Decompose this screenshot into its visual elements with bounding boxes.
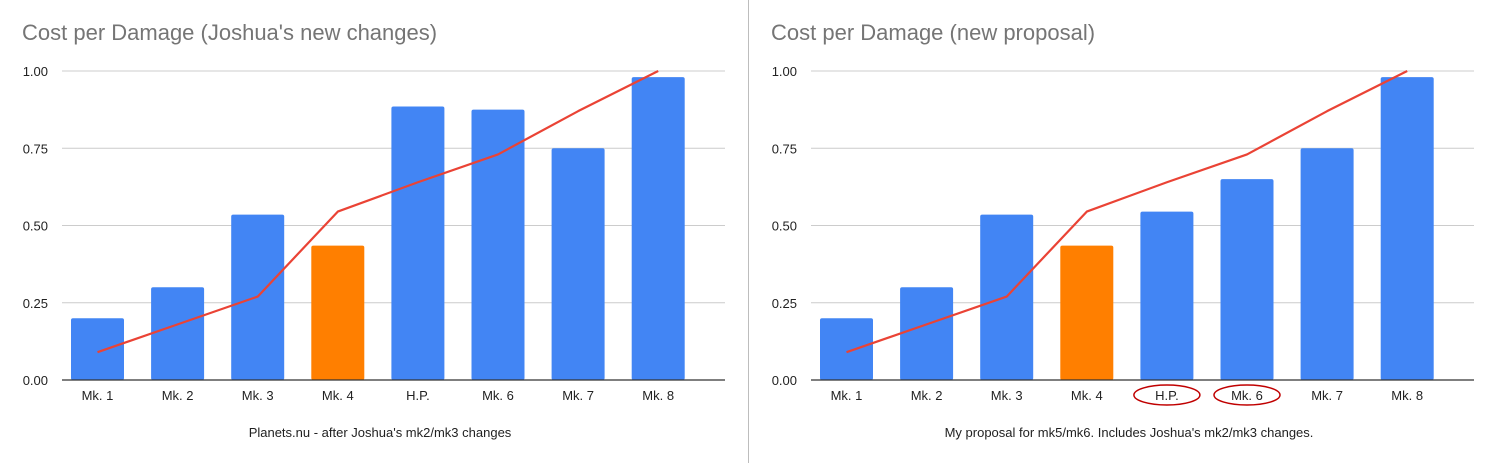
y-tick-label: 0.25 <box>23 296 48 311</box>
bar <box>151 287 205 380</box>
bar <box>900 287 954 380</box>
panel-divider <box>748 0 749 463</box>
y-tick-label: 0.50 <box>23 219 48 234</box>
bar <box>551 148 605 380</box>
bar <box>1380 77 1434 381</box>
line-series <box>846 70 1408 354</box>
chart-plot-left: 0.00 0.25 0.50 0.75 1.00 Mk. 1 Mk. 2 Mk. 3 Mk. 4… <box>23 64 725 403</box>
x-tick-label: H.P. <box>406 388 430 403</box>
x-tick-label: Mk. 2 <box>911 388 943 403</box>
y-tick-label: 0.25 <box>772 296 797 311</box>
x-tick-label: Mk. 6 <box>482 388 514 403</box>
bar <box>1300 148 1354 380</box>
y-tick-label: 0.50 <box>772 219 797 234</box>
x-tick-label: Mk. 7 <box>1311 388 1343 403</box>
chart-title: Cost per Damage (Joshua's new changes) <box>22 20 438 45</box>
chart-title: Cost per Damage (new proposal) <box>771 20 1096 45</box>
bar <box>820 318 873 380</box>
x-tick-label: Mk. 2 <box>162 388 194 403</box>
bar <box>391 106 445 380</box>
y-tick-label: 0.75 <box>23 141 48 156</box>
y-tick-label: 0.00 <box>772 373 797 388</box>
bar <box>311 245 365 380</box>
x-tick-label: Mk. 1 <box>831 388 863 403</box>
bar <box>631 77 685 381</box>
chart-panel-right: Cost per Damage (new proposal) 0.00 0.25 0… <box>749 0 1497 463</box>
x-tick-label: Mk. 4 <box>1071 388 1103 403</box>
x-tick-label: Mk. 3 <box>242 388 274 403</box>
x-tick-label: Mk. 4 <box>322 388 354 403</box>
x-tick-label: Mk. 6 <box>1231 388 1263 403</box>
bar <box>471 109 525 380</box>
chart-plot-right: 0.00 0.25 0.50 0.75 1.00 Mk. 1 Mk. 2 Mk. 3 Mk. 4… <box>772 64 1474 406</box>
bar <box>1060 245 1114 380</box>
chart-xaxis-caption: Planets.nu - after Joshua's mk2/mk3 chan… <box>248 425 512 440</box>
x-tick-label: Mk. 1 <box>82 388 114 403</box>
x-tick-label: Mk. 7 <box>562 388 594 403</box>
x-tick-label: H.P. <box>1155 388 1179 403</box>
y-tick-label: 0.00 <box>23 373 48 388</box>
highlight-circle <box>1213 384 1281 406</box>
chart-xaxis-caption: My proposal for mk5/mk6. Includes Joshua… <box>944 425 1314 440</box>
y-tick-label: 0.75 <box>772 141 797 156</box>
chart-panel-left: Cost per Damage (Joshua's new changes) 0… <box>0 0 748 463</box>
line-series <box>97 70 659 354</box>
x-tick-label: Mk. 3 <box>991 388 1023 403</box>
highlight-circle <box>1133 384 1201 406</box>
bar <box>71 318 124 380</box>
y-tick-label: 1.00 <box>772 64 797 79</box>
x-tick-label: Mk. 8 <box>1391 388 1423 403</box>
x-tick-label: Mk. 8 <box>642 388 674 403</box>
bar <box>1140 211 1194 380</box>
bar <box>1220 179 1274 380</box>
y-tick-label: 1.00 <box>23 64 48 79</box>
